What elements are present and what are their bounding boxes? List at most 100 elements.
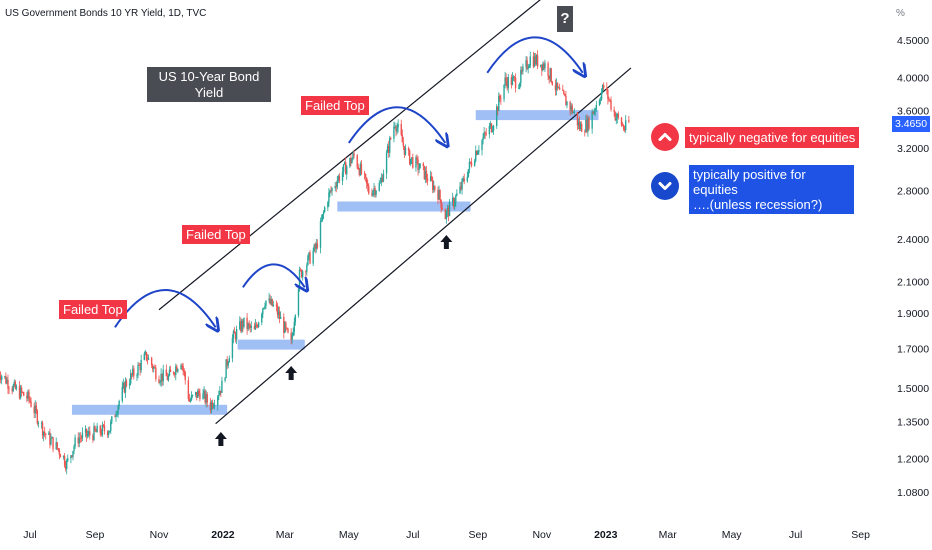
candle-body — [81, 432, 84, 439]
candle-body — [283, 316, 285, 333]
candle-body — [393, 126, 395, 139]
candle-body — [158, 379, 160, 383]
candle-body — [21, 392, 24, 393]
candle-body — [453, 197, 455, 207]
candle-body — [371, 193, 373, 196]
candle-body — [20, 387, 23, 393]
up-arrow-icon — [285, 366, 298, 380]
chart-caption-box: US 10-Year Bond Yield US10Y — [147, 67, 271, 116]
candle-body — [209, 402, 212, 411]
candle-body — [249, 325, 251, 328]
candle-body — [592, 111, 594, 115]
candle-body — [183, 370, 185, 373]
candle-body — [205, 394, 207, 403]
candle-body — [55, 442, 57, 450]
candle-body — [385, 152, 388, 174]
candle-body — [387, 146, 390, 153]
candle-body — [395, 126, 397, 132]
candle-body — [28, 391, 30, 399]
candle-body — [306, 264, 308, 272]
y-tick-label: 1.9000 — [897, 308, 929, 320]
candle-body — [536, 55, 539, 67]
candle-body — [309, 252, 311, 264]
candle-body — [478, 150, 480, 152]
candle-body — [74, 437, 76, 447]
candle-body — [86, 434, 89, 437]
candle-body — [505, 77, 507, 82]
time-axis[interactable]: Jul Sep Nov 2022 Mar May Jul Sep Nov 2023 Mar May Ju… — [23, 529, 870, 541]
candle-body — [563, 90, 565, 95]
candle-body — [56, 442, 58, 449]
candle-body — [100, 432, 103, 435]
candle-body — [378, 183, 380, 191]
candle-body — [167, 375, 170, 381]
candle-body — [558, 87, 561, 90]
candle-body — [503, 84, 505, 100]
support-zone — [237, 339, 305, 350]
candle-body — [438, 190, 440, 200]
candle-body — [447, 207, 450, 217]
candle-body — [131, 373, 133, 376]
candle-body — [570, 105, 572, 111]
candle-body — [419, 163, 421, 169]
candle-body — [512, 76, 515, 78]
candle-body — [235, 329, 238, 340]
candle-body — [95, 430, 97, 433]
candle-body — [598, 100, 601, 105]
candle-body — [71, 455, 73, 457]
price-axis[interactable]: 4.5000 4.0000 3.6000 3.2000 2.8000 2.4000 2.10… — [897, 35, 929, 499]
candle-body — [602, 84, 605, 88]
candle-body — [386, 146, 389, 153]
candle-body — [490, 123, 493, 132]
candle-body — [99, 425, 101, 433]
candle-body — [418, 168, 420, 170]
candle-body — [180, 365, 182, 370]
candle-body — [35, 405, 37, 411]
candle-body — [26, 395, 28, 399]
candle-body — [122, 383, 125, 387]
candle-body — [349, 158, 351, 167]
candle-body — [351, 158, 353, 164]
candle-body — [401, 134, 404, 143]
candle-body — [564, 94, 566, 97]
price-candles — [0, 50, 630, 475]
x-tick-label: 2022 — [211, 529, 235, 541]
channel-lines — [158, 0, 632, 425]
candle-body — [519, 83, 521, 88]
candle-body — [50, 438, 52, 445]
candle-body — [247, 323, 249, 330]
candle-body — [434, 185, 436, 190]
candle-body — [513, 76, 516, 78]
candle-body — [77, 437, 79, 444]
candle-body — [557, 87, 560, 89]
candle-body — [233, 331, 236, 334]
candle-body — [154, 367, 156, 369]
candle-body — [506, 81, 508, 89]
candle-body — [57, 448, 60, 450]
candle-body — [607, 89, 609, 99]
candle-body — [496, 106, 498, 126]
candle-body — [263, 307, 265, 309]
x-tick-label: May — [339, 529, 360, 541]
failed-top-label-2: Failed Top — [182, 225, 250, 244]
candle-body — [239, 321, 241, 330]
candle-body — [500, 98, 502, 100]
candle-body — [548, 75, 550, 79]
up-arrow-icon — [440, 235, 453, 249]
candle-body — [498, 95, 500, 111]
candle-body — [329, 190, 331, 193]
up-arrow-icon — [214, 432, 227, 446]
candle-body — [628, 120, 630, 122]
candle-body — [448, 201, 451, 217]
candle-body — [549, 68, 551, 79]
failed-top-arc — [242, 263, 305, 287]
candle-body — [622, 125, 625, 130]
candle-body — [331, 188, 333, 192]
candle-body — [367, 183, 369, 187]
candle-body — [169, 369, 172, 372]
candle-body — [324, 207, 326, 212]
candle-body — [190, 395, 193, 401]
candle-body — [316, 243, 319, 248]
candle-body — [269, 298, 271, 305]
candle-body — [485, 133, 487, 135]
